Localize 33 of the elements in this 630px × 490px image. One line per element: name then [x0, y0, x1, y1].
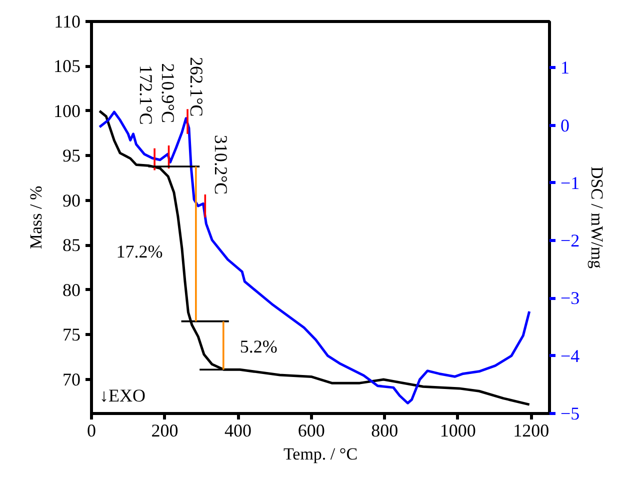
y-tick-label: 95 [62, 146, 80, 166]
y2-tick-label: −3 [560, 288, 580, 308]
y-tick-label: 75 [62, 324, 80, 345]
x-tick-label: 1200 [513, 420, 550, 440]
y-tick-label: 110 [54, 12, 81, 32]
x-tick-label: 1000 [440, 420, 476, 440]
y2-tick-label: −2 [560, 230, 580, 251]
x-tick-label: 400 [224, 420, 252, 440]
y-axis-title: Mass / % [26, 186, 46, 250]
y2-tick-label: 0 [560, 115, 570, 136]
y2-tick-label: −4 [560, 346, 580, 366]
annotation: 17.2% [116, 242, 163, 262]
y-tick-label: 70 [62, 369, 80, 390]
x-tick-label: 800 [371, 420, 398, 440]
y-tick-label: 85 [62, 235, 80, 256]
x-tick-label: 200 [151, 420, 178, 440]
y2-tick-label: −1 [560, 172, 580, 193]
annotation: 262.1°C [186, 56, 207, 117]
x-axis-title: Temp. / °C [283, 444, 358, 464]
annotation: 172.1°C [136, 65, 156, 125]
y-tick-label: 80 [62, 280, 80, 300]
y-tick-label: 100 [54, 101, 80, 121]
x-tick-label: 600 [298, 420, 325, 440]
annotation: 210.9°C [158, 63, 178, 123]
y-tick-label: 90 [62, 190, 80, 210]
annotation: 5.2% [240, 336, 278, 356]
y2-tick-label: −5 [560, 404, 580, 424]
y-tick-label: 105 [54, 56, 80, 76]
annotation: 310.2°C [210, 134, 231, 195]
annotation: ↓EXO [100, 386, 146, 406]
x-tick-label: 0 [87, 420, 96, 440]
y2-axis-title: DSC / mW/mg [588, 166, 607, 270]
y2-tick-label: 1 [560, 58, 570, 78]
